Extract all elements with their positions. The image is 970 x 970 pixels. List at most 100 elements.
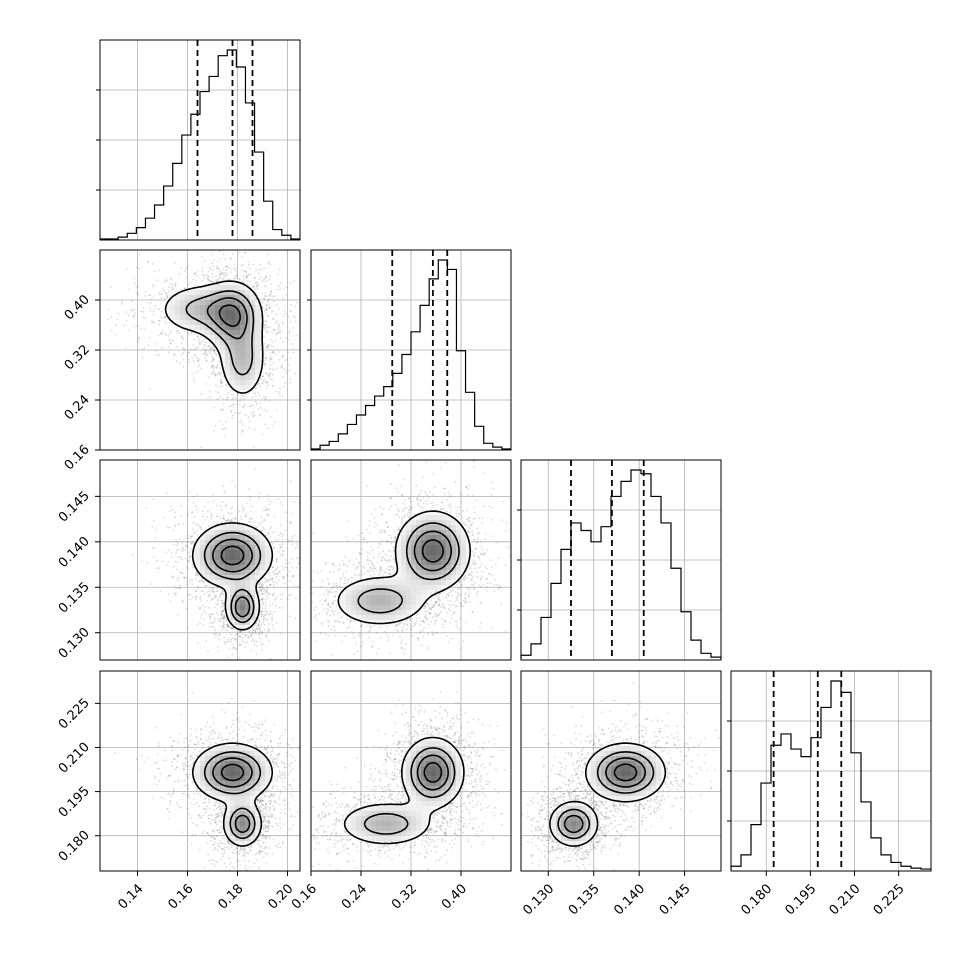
sample-point [278,359,281,361]
sample-point [211,281,214,283]
sample-point [272,603,274,605]
sample-point [210,280,212,283]
sample-point [260,610,262,612]
density-cell [215,330,221,336]
sample-point [198,338,201,341]
sample-point [193,360,195,362]
sample-point [224,271,227,274]
sample-point [186,576,189,579]
sample-point [260,516,263,518]
sample-point [277,351,280,353]
sample-point [179,584,182,587]
sample-point [205,351,208,354]
density-cell [225,375,231,381]
sample-point [279,366,282,368]
sample-point [187,351,190,354]
density-cell [215,310,221,316]
sample-point [216,632,218,635]
sample-point [204,349,207,352]
sample-point [176,345,179,348]
density-cell [180,320,186,326]
sample-point [257,624,259,627]
sample-point [282,577,285,580]
sample-point [269,307,272,310]
sample-point [266,587,269,590]
density-cell [230,350,236,356]
sample-point [272,346,275,348]
sample-point [194,354,196,357]
sample-point [258,492,261,495]
sample-point [236,633,239,636]
sample-point [269,657,272,660]
sample-point [174,511,177,514]
sample-point [212,367,215,370]
sample-point [181,353,184,356]
sample-point [268,375,270,378]
sample-point [266,380,269,383]
sample-point [233,517,235,520]
sample-point [241,432,243,435]
density-cell [200,325,206,331]
sample-point [261,306,264,308]
density-cell [240,325,246,331]
density-cell [255,365,261,371]
sample-point [234,267,237,269]
sample-point [127,329,130,332]
sample-point [248,267,251,270]
density-cell [235,380,241,386]
sample-point [160,292,163,295]
sample-point [167,335,170,337]
sample-point [219,373,222,376]
sample-point [167,593,170,595]
sample-point [244,641,247,644]
sample-point [285,369,288,371]
sample-point [277,307,280,310]
density-cell [255,610,261,616]
sample-point [265,508,268,511]
sample-point [257,625,259,627]
sample-point [266,610,269,613]
sample-point [149,294,152,297]
sample-point [275,558,278,560]
sample-point [178,538,181,540]
density-cell [265,555,271,561]
sample-point [264,607,267,610]
sample-point [172,340,175,342]
sample-point [221,424,224,426]
sample-point [263,629,266,631]
sample-point [208,275,210,278]
sample-point [168,351,170,354]
sample-point [231,637,234,639]
sample-point [224,490,227,493]
sample-point [216,265,219,268]
sample-point [170,277,173,280]
sample-point [282,315,285,317]
density-cell [205,330,211,336]
sample-point [193,531,196,534]
sample-point [137,284,140,287]
sample-point [151,498,154,501]
sample-point [241,504,244,507]
density-cell [245,530,251,536]
sample-point [213,372,216,375]
density-cell [250,605,256,611]
sample-point [171,286,174,289]
sample-point [211,371,214,374]
density-cell [250,380,256,386]
sample-point [144,291,147,293]
sample-point [149,302,152,304]
sample-point [259,636,261,639]
sample-point [192,278,195,281]
sample-point [264,275,267,277]
density-cell [245,345,251,351]
sample-point [133,308,136,311]
sample-point [212,357,215,360]
density-cell [245,605,251,611]
sample-point [185,544,188,547]
density-cell [230,380,236,386]
sample-point [219,504,222,507]
density-cell [200,290,206,296]
sample-point [172,283,174,286]
sample-point [201,272,204,275]
sample-point [184,287,187,290]
